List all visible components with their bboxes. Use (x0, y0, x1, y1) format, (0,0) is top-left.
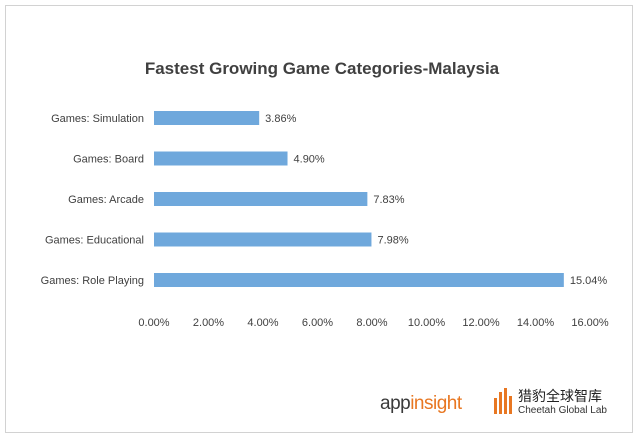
x-tick-label: 12.00% (462, 317, 500, 329)
data-label: 3.86% (265, 113, 296, 125)
category-label: Games: Board (73, 154, 144, 166)
cheetah-logo-english: Cheetah Global Lab (518, 405, 607, 416)
category-labels: Games: Simulation Games: Board Games: Arca… (41, 113, 144, 287)
data-label: 15.04% (570, 275, 608, 287)
data-label: 4.90% (294, 154, 325, 166)
appinsight-logo: appinsight (380, 393, 462, 415)
bar (154, 151, 288, 166)
x-tick-label: 8.00% (356, 317, 387, 329)
bar (154, 273, 564, 287)
x-tick-label: 2.00% (193, 317, 224, 329)
cheetah-global-lab-logo: 猎豹全球智库 Cheetah Global Lab (494, 386, 634, 426)
data-labels: 3.86% 4.90% 7.83% 7.98% 15.04% (265, 113, 607, 287)
appinsight-logo-suffix: insight (410, 393, 462, 414)
chart-frame: Fastest Growing Game Categories-Malaysia… (5, 5, 633, 433)
data-label: 7.83% (373, 194, 404, 206)
cheetah-logo-chinese: 猎豹全球智库 (518, 389, 602, 405)
category-label: Games: Role Playing (41, 275, 144, 287)
x-tick-label: 16.00% (571, 317, 609, 329)
category-label: Games: Arcade (68, 194, 144, 206)
x-tick-label: 14.00% (517, 317, 555, 329)
x-tick-label: 0.00% (138, 317, 169, 329)
x-tick-label: 4.00% (247, 317, 278, 329)
bar (154, 232, 372, 247)
bar (154, 192, 368, 206)
appinsight-logo-prefix: app (380, 393, 411, 414)
category-label: Games: Simulation (51, 113, 144, 125)
x-tick-label: 6.00% (302, 317, 333, 329)
category-label: Games: Educational (45, 235, 144, 247)
x-axis-ticks: 0.00% 2.00% 4.00% 6.00% 8.00% 10.00% 12.00% 14.… (138, 317, 608, 329)
chart-title: Fastest Growing Game Categories-Malaysia (145, 59, 500, 78)
bar (154, 111, 260, 125)
bars (154, 111, 564, 287)
x-tick-label: 10.00% (408, 317, 446, 329)
bar-chart: Fastest Growing Game Categories-Malaysia… (41, 59, 609, 329)
data-label: 7.98% (377, 235, 408, 247)
cheetah-bars-icon (494, 388, 512, 414)
